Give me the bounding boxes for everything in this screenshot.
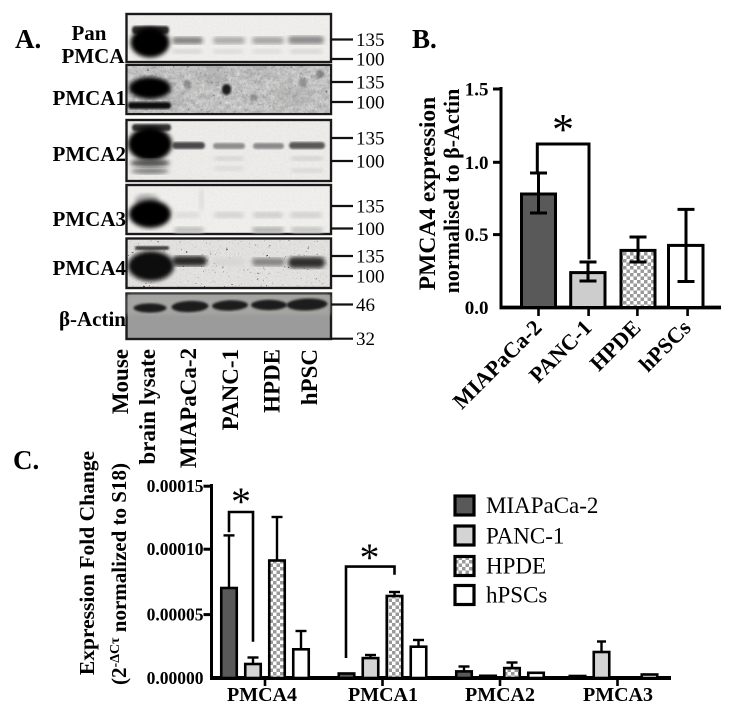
svg-text:100: 100 [356, 152, 385, 173]
svg-text:PMCA4 expression: PMCA4 expression [415, 97, 441, 290]
svg-text:HPDE: HPDE [486, 554, 546, 579]
svg-text:HPDE: HPDE [260, 349, 285, 413]
svg-text:hPSC: hPSC [297, 349, 322, 405]
svg-text:A.: A. [15, 24, 41, 54]
svg-text:*: * [552, 105, 574, 154]
svg-text:0.00010: 0.00010 [147, 539, 204, 559]
svg-text:1.5: 1.5 [465, 80, 489, 101]
svg-text:0.5: 0.5 [465, 225, 489, 246]
svg-text:0.00015: 0.00015 [147, 476, 204, 496]
svg-text:PMCA: PMCA [62, 44, 126, 68]
svg-text:100: 100 [356, 219, 385, 240]
svg-text:PMCA4: PMCA4 [227, 684, 297, 706]
svg-text:Mouse: Mouse [108, 349, 133, 414]
svg-text:100: 100 [356, 93, 385, 114]
svg-text:PMCA2: PMCA2 [53, 142, 126, 166]
svg-text:PMCA1: PMCA1 [348, 684, 418, 706]
svg-text:0.0: 0.0 [465, 298, 489, 319]
svg-text:PANC-1: PANC-1 [486, 524, 564, 549]
svg-text:brain lysate: brain lysate [135, 349, 160, 465]
svg-text:hPSCs: hPSCs [486, 583, 547, 608]
svg-text:MIAPaCa-2: MIAPaCa-2 [486, 493, 598, 518]
svg-text:C.: C. [13, 445, 39, 475]
svg-text:Expression Fold Change: Expression Fold Change [75, 451, 99, 675]
svg-text:135: 135 [356, 73, 385, 94]
svg-text:46: 46 [356, 295, 375, 316]
svg-text:B.: B. [412, 24, 437, 54]
svg-text:0.00005: 0.00005 [147, 605, 204, 625]
svg-text:PMCA3: PMCA3 [583, 684, 653, 706]
svg-text:hPSCs: hPSCs [634, 315, 696, 377]
svg-text:32: 32 [356, 329, 375, 350]
svg-text:Pan: Pan [71, 21, 106, 45]
svg-text:135: 135 [356, 197, 385, 218]
svg-text:135: 135 [356, 247, 385, 268]
svg-text:0.00000: 0.00000 [147, 668, 204, 688]
svg-text:β-Actin: β-Actin [59, 307, 126, 331]
svg-text:normalised to β-Actin: normalised to β-Actin [439, 89, 464, 294]
svg-text:1.0: 1.0 [465, 153, 489, 174]
svg-text:135: 135 [356, 129, 385, 150]
svg-text:*: * [360, 535, 380, 580]
svg-text:PMCA3: PMCA3 [53, 207, 126, 231]
svg-text:PMCA2: PMCA2 [465, 684, 535, 706]
svg-text:PMCA1: PMCA1 [53, 86, 126, 110]
svg-text:MIAPaCa-2: MIAPaCa-2 [176, 348, 201, 468]
svg-text:PMCA4: PMCA4 [53, 256, 127, 280]
svg-text:HPDE: HPDE [585, 315, 646, 376]
svg-text:*: * [231, 479, 251, 524]
svg-text:(2-ΔCτ normalized to S18): (2-ΔCτ normalized to S18) [107, 463, 131, 685]
svg-text:PANC-1: PANC-1 [218, 349, 243, 430]
svg-text:100: 100 [356, 267, 385, 288]
svg-text:135: 135 [356, 30, 385, 51]
svg-text:100: 100 [356, 50, 385, 71]
